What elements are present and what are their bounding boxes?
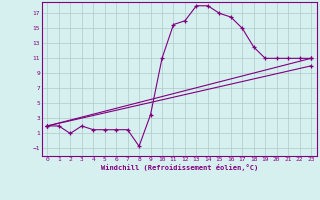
X-axis label: Windchill (Refroidissement éolien,°C): Windchill (Refroidissement éolien,°C): [100, 164, 258, 171]
